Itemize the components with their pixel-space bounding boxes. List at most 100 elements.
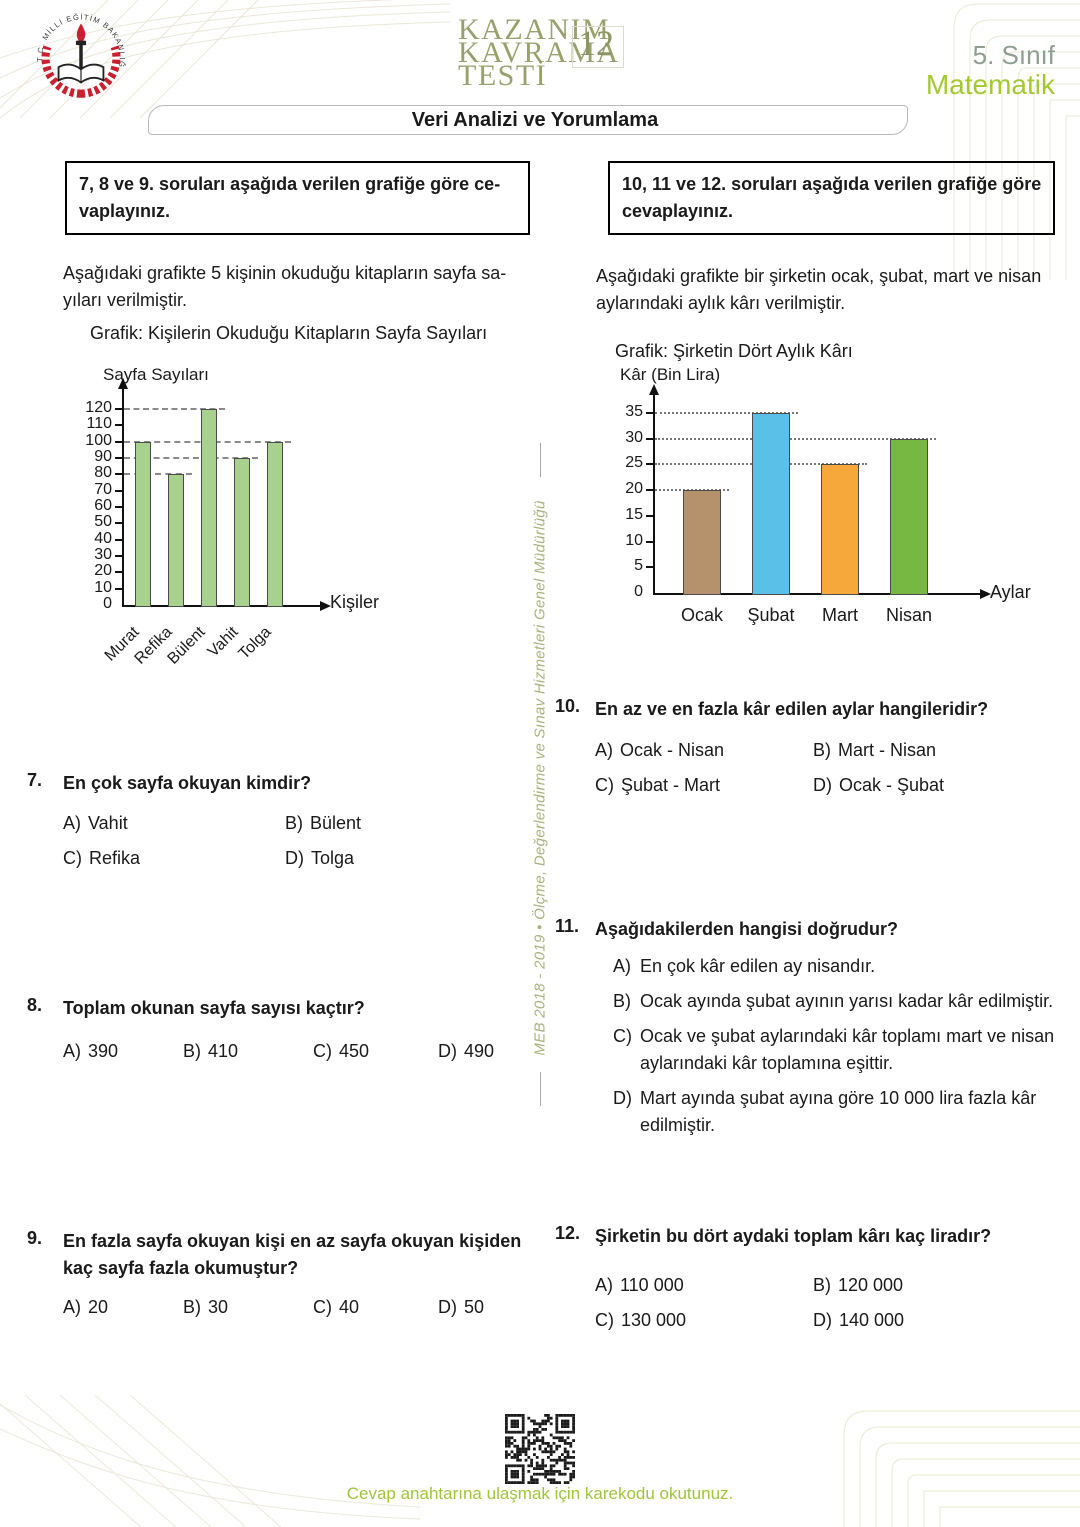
option-letter: D) — [813, 1310, 832, 1330]
question-text: En fazla sayfa okuyan kişi en az sayfa o… — [63, 1231, 522, 1278]
gridline-35 — [655, 411, 798, 414]
x-axis-title: Aylar — [990, 582, 1031, 602]
y-tick-mark — [115, 587, 122, 590]
y-tick-label: 20 — [625, 480, 643, 498]
question-number: 12. — [555, 1223, 581, 1243]
option-text: Ocak ayında şubat ayının yarısı kadar kâ… — [640, 991, 1054, 1011]
bar-refika — [168, 474, 184, 607]
y-axis — [653, 394, 655, 595]
option-text: Refika — [89, 848, 141, 868]
question-11: 11. Aşağıdakilerden hangisi doğrudur? A)… — [555, 916, 1060, 1147]
option-c: C) 40 — [313, 1294, 438, 1321]
option-d: D) Ocak - Şubat — [813, 772, 1057, 799]
option-letter: A) — [63, 1297, 81, 1317]
y-tick-mark — [646, 411, 653, 414]
options: A) En çok kâr edilen ay nisandır. B) Ocak … — [613, 953, 1060, 1139]
gridline-90 — [124, 457, 258, 460]
brand-number-frame — [572, 26, 624, 68]
question-12: 12. Şirketin bu dört aydaki toplam kârı … — [555, 1223, 1057, 1334]
topic-band: Veri Analizi ve Yorumlama — [148, 105, 908, 135]
option-d: D) 140 000 — [813, 1307, 1057, 1334]
y-axis-title: Sayfa Sayıları — [103, 365, 209, 384]
option-letter: D) — [813, 775, 832, 795]
kazanim-kavrama-testi-logo: KAZANIM KAVRAMA TESTİ — [458, 15, 620, 91]
option-text: 40 — [339, 1297, 360, 1317]
chart-title-right: Grafik: Şirketin Dört Aylık Kârı — [615, 341, 853, 361]
option-letter: B) — [813, 740, 831, 760]
y-tick-label: 10 — [94, 578, 112, 596]
question-number: 9. — [27, 1228, 43, 1248]
option-text: Bülent — [310, 813, 362, 833]
y-tick-mark — [115, 506, 122, 509]
y-tick-label: 25 — [625, 454, 643, 472]
instruction-box-right: 10, 11 ve 12. soruları aşağıda verilen g… — [608, 161, 1055, 235]
y-tick-mark — [646, 540, 653, 543]
y-tick-label: 40 — [94, 529, 112, 547]
option-c: C) Refika — [63, 845, 285, 872]
y-tick-label: 30 — [94, 546, 112, 563]
y-tick-label: 120 — [85, 399, 112, 417]
option-text: 410 — [208, 1041, 239, 1061]
bar-nisan — [890, 438, 928, 595]
bar-şubat — [752, 412, 790, 595]
instruction-box-left: 7, 8 ve 9. soruları aşağıda verilen graf… — [65, 161, 530, 235]
x-label-ocak: Ocak — [680, 605, 723, 625]
option-a: A) 110 000 — [595, 1272, 813, 1299]
question-text: En az ve en fazla kâr edilen aylar hangi… — [595, 699, 989, 719]
options: A) 110 000 B) 120 000 C) 130 000 D) 140 000 — [595, 1272, 1057, 1334]
option-d: D) Mart ayında şubat ayına göre 10 000 li… — [613, 1085, 1060, 1139]
option-c: C) 130 000 — [595, 1307, 813, 1334]
option-text: Ocak - Nisan — [620, 740, 725, 760]
y-tick-label: 30 — [625, 428, 643, 446]
y-axis — [122, 388, 124, 607]
options: A) 20 B) 30 C) 40 D) 50 — [63, 1294, 534, 1321]
publisher-note: MEB 2018 - 2019 • Ölçme, Değerlendirme v… — [531, 500, 549, 1056]
y-tick-label: 100 — [85, 431, 112, 449]
x-axis-arrow — [980, 589, 991, 599]
y-tick-mark — [115, 522, 122, 525]
qr-code — [505, 1414, 575, 1484]
instruction-line: 10, 11 ve 12. soruları aşağıda verilen g… — [622, 174, 1042, 194]
y-axis-arrow — [649, 384, 659, 395]
y-tick-label: 60 — [94, 497, 112, 515]
instruction-line: 7, 8 ve 9. soruları aşağıda verilen graf… — [79, 174, 501, 194]
option-a: A) Ocak - Nisan — [595, 737, 813, 764]
option-text: Şubat - Mart — [621, 775, 721, 795]
y-tick-mark — [115, 555, 122, 557]
option-b: B) Ocak ayında şubat ayının yarısı kadar … — [613, 988, 1060, 1015]
grade-label: 5. Sınıf — [972, 40, 1055, 70]
torch-flame — [76, 23, 86, 44]
bar-chart-monthly-profit: Kâr (Bin Lira) Aylar 0 5 10 15 20 25 30 35 Ocak Ş… — [608, 362, 1058, 652]
guilloche-pattern-bottom-right — [843, 1410, 1080, 1527]
x-axis-arrow — [320, 601, 331, 611]
question-text: Şirketin bu dört aydaki toplam kârı kaç … — [595, 1226, 992, 1246]
y-tick-label: 10 — [625, 531, 643, 549]
option-b: B) Mart - Nisan — [813, 737, 1057, 764]
question-number: 8. — [27, 995, 43, 1015]
option-c: C) Ocak ve şubat aylarındaki kâr toplamı … — [613, 1023, 1060, 1077]
y-tick-label: 15 — [625, 505, 643, 523]
option-text: 450 — [339, 1041, 370, 1061]
y-tick-label: 0 — [634, 583, 643, 600]
qr-caption: Cevap anahtarına ulaşmak için karekodu o… — [346, 1484, 734, 1503]
y-tick-mark — [115, 424, 122, 427]
bar-ocak — [683, 490, 721, 595]
question-number: 7. — [27, 770, 43, 790]
y-axis-arrow — [118, 378, 128, 389]
option-letter: D) — [613, 1088, 632, 1108]
x-label-nisan: Nisan — [885, 605, 933, 625]
question-7: 7. En çok sayfa okuyan kimdir? A) Vahit B… — [27, 770, 534, 872]
option-letter: A) — [595, 1275, 613, 1295]
y-tick-mark — [115, 408, 122, 411]
option-letter: D) — [285, 848, 304, 868]
option-a: A) En çok kâr edilen ay nisandır. — [613, 953, 1060, 980]
option-text: En çok kâr edilen ay nisandır. — [640, 956, 876, 976]
test-number: 12 — [578, 23, 614, 63]
option-letter: C) — [313, 1041, 332, 1061]
question-text: Toplam okunan sayfa sayısı kaçtır? — [63, 998, 365, 1018]
meb-logo: T.C. MİLLİ EĞİTİM BAKANLIĞI — [30, 6, 126, 98]
option-text: 50 — [464, 1297, 485, 1317]
option-text: Mart - Nisan — [838, 740, 937, 760]
subject-label: Matematik — [925, 69, 1055, 100]
